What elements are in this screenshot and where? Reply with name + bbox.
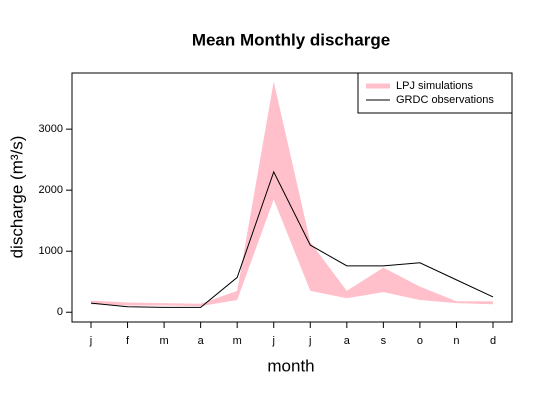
x-tick-label: d (490, 335, 496, 347)
legend-box (357, 72, 513, 114)
x-tick-label: m (233, 335, 242, 347)
x-tick-label: s (381, 335, 387, 347)
y-tick-label: 2000 (39, 184, 63, 196)
x-tick-label: f (126, 335, 130, 347)
y-tick-label: 1000 (39, 245, 63, 257)
x-tick-label: a (198, 335, 205, 347)
line (90, 170, 494, 308)
x-tick-label: o (417, 335, 423, 347)
band (91, 81, 493, 307)
y-tick-label: 0 (57, 306, 63, 318)
x-tick-label: a (344, 335, 351, 347)
chart-title: Mean Monthly discharge (192, 30, 390, 49)
x-axis-label: month (267, 356, 314, 375)
x-tick-label: m (160, 335, 169, 347)
y-tick-label: 3000 (39, 123, 63, 135)
y-axis-label: discharge (m³/s) (7, 136, 26, 259)
x-tick-label: j (308, 335, 311, 347)
plot-frame (71, 72, 513, 323)
x-tick-label: n (453, 335, 459, 347)
legend-label: LPJ simulations (396, 80, 474, 92)
x-tick-label: j (89, 335, 92, 347)
legend-label: GRDC observations (396, 94, 494, 106)
x-tick-label: j (272, 335, 275, 347)
